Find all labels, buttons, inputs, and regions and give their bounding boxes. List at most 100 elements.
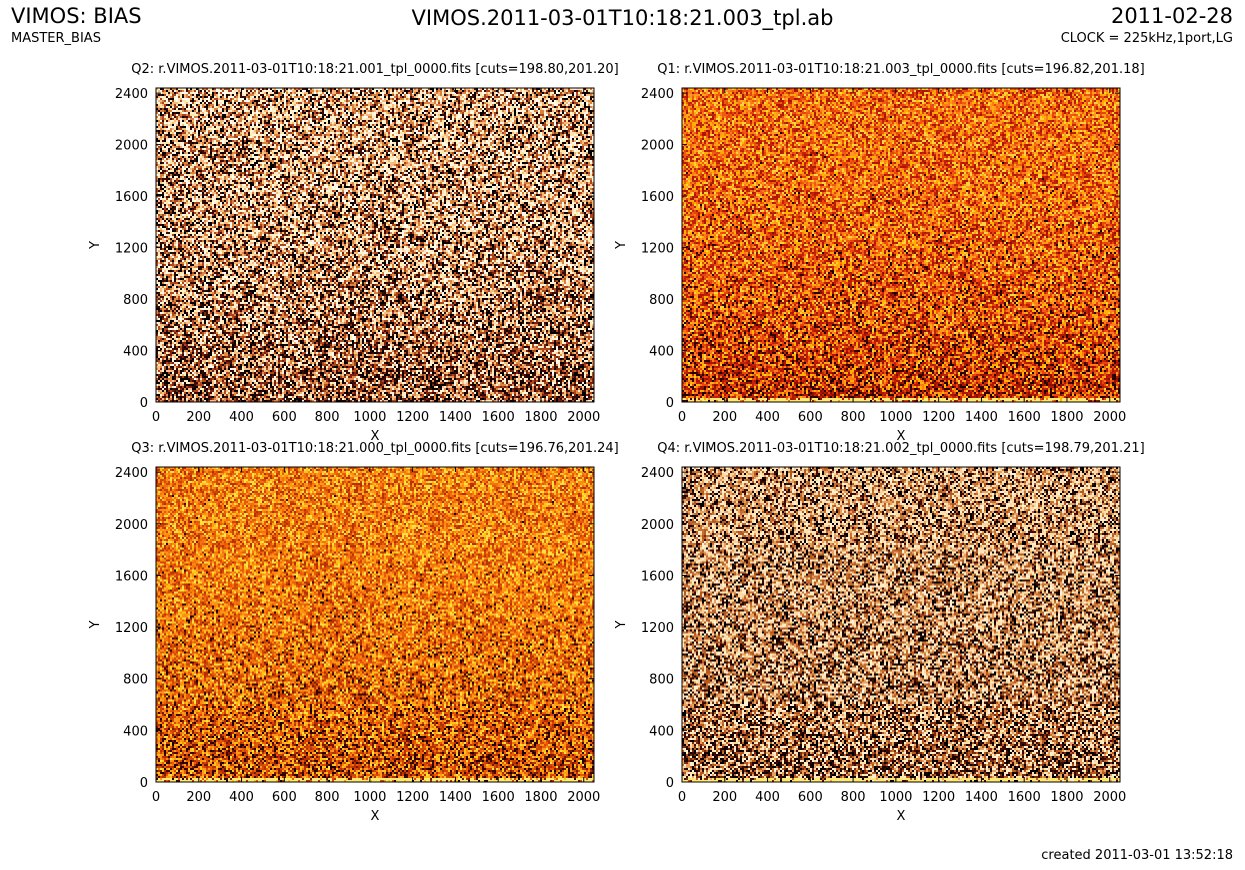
x-tick-label: 400 <box>755 410 780 425</box>
y-tick-label: 0 <box>140 396 148 411</box>
y-tick-label: 800 <box>123 673 148 688</box>
created-timestamp: created 2011-03-01 13:52:18 <box>1041 848 1233 863</box>
x-tick-label: 600 <box>798 790 823 805</box>
y-tick-label: 0 <box>140 776 148 791</box>
x-tick-label: 2000 <box>1093 410 1126 425</box>
x-tick-label: 0 <box>678 790 686 805</box>
heatmap-image <box>682 467 1120 782</box>
x-tick-label: 1200 <box>922 410 955 425</box>
chart-panel-3: 0 200 400 600 800 1000 1200 1400 1600 1800 2000 0 40… <box>88 441 619 824</box>
chart-title: Q4: r.VIMOS.2011-03-01T10:18:21.002_tpl_… <box>657 441 1144 456</box>
y-tick-label: 800 <box>649 673 674 688</box>
y-tick-label: 1600 <box>641 190 674 205</box>
file-name-title: VIMOS.2011-03-01T10:18:21.003_tpl.ab <box>411 6 834 30</box>
y-tick-label: 0 <box>666 776 674 791</box>
heatmap-image <box>156 467 594 782</box>
x-tick-label: 1600 <box>1008 410 1041 425</box>
x-tick-label: 1800 <box>1050 790 1083 805</box>
x-tick-label: 0 <box>152 790 160 805</box>
y-tick-label: 2000 <box>641 518 674 533</box>
chart-title: Q3: r.VIMOS.2011-03-01T10:18:21.000_tpl_… <box>131 441 618 456</box>
x-tick-label: 200 <box>712 410 737 425</box>
y-tick-label: 2400 <box>115 87 148 102</box>
x-tick-label: 1800 <box>524 790 557 805</box>
x-tick-label: 800 <box>841 410 866 425</box>
x-tick-label: 1000 <box>353 790 386 805</box>
x-tick-label: 800 <box>841 790 866 805</box>
y-tick-label: 800 <box>123 293 148 308</box>
y-tick-label: 800 <box>649 293 674 308</box>
report-title: VIMOS: BIAS <box>11 4 142 28</box>
y-tick-label: 2000 <box>641 139 674 154</box>
y-axis-label: Y <box>88 620 103 629</box>
chart-title: Q2: r.VIMOS.2011-03-01T10:18:21.001_tpl_… <box>131 62 618 77</box>
x-tick-label: 1600 <box>1008 790 1041 805</box>
x-tick-label: 0 <box>152 410 160 425</box>
y-tick-label: 400 <box>123 345 148 360</box>
x-tick-label: 600 <box>272 410 297 425</box>
x-tick-label: 1400 <box>439 790 472 805</box>
y-tick-label: 1600 <box>115 190 148 205</box>
y-tick-label: 1200 <box>115 621 148 636</box>
y-tick-label: 2400 <box>115 466 148 481</box>
y-tick-label: 1200 <box>641 242 674 257</box>
x-axis-label: X <box>371 429 380 444</box>
y-tick-label: 2400 <box>641 466 674 481</box>
x-tick-label: 1800 <box>1050 410 1083 425</box>
x-tick-label: 1200 <box>396 790 429 805</box>
heatmap-image <box>682 88 1120 402</box>
chart-panel-2: 0 200 400 600 800 1000 1200 1400 1600 1800 2000 0 40… <box>614 62 1145 444</box>
y-tick-label: 1600 <box>115 569 148 584</box>
x-tick-label: 400 <box>755 790 780 805</box>
x-tick-label: 200 <box>186 790 211 805</box>
x-tick-label: 1400 <box>965 410 998 425</box>
plot-frame <box>681 466 1121 783</box>
x-tick-label: 800 <box>315 790 340 805</box>
x-tick-label: 400 <box>229 790 254 805</box>
y-tick-label: 0 <box>666 396 674 411</box>
x-tick-label: 2000 <box>567 790 600 805</box>
y-tick-label: 1200 <box>641 621 674 636</box>
x-tick-label: 1000 <box>353 410 386 425</box>
plot-frame <box>681 87 1121 403</box>
x-tick-label: 1600 <box>482 790 515 805</box>
plot-frame <box>155 87 595 403</box>
y-axis-label: Y <box>88 241 103 250</box>
heatmap-image <box>156 88 594 402</box>
x-tick-label: 200 <box>712 790 737 805</box>
y-axis-label: Y <box>614 620 629 629</box>
y-tick-label: 2000 <box>115 139 148 154</box>
x-axis-label: X <box>897 429 906 444</box>
y-tick-label: 2400 <box>641 87 674 102</box>
x-tick-label: 1200 <box>396 410 429 425</box>
x-axis-label: X <box>371 809 380 824</box>
report-subtitle: MASTER_BIAS <box>11 31 101 46</box>
x-tick-label: 800 <box>315 410 340 425</box>
x-tick-label: 1000 <box>879 410 912 425</box>
chart-panel-4: 0 200 400 600 800 1000 1200 1400 1600 1800 2000 0 40… <box>614 441 1145 824</box>
y-tick-label: 400 <box>649 724 674 739</box>
x-tick-label: 2000 <box>567 410 600 425</box>
y-tick-label: 2000 <box>115 518 148 533</box>
x-tick-label: 2000 <box>1093 790 1126 805</box>
x-tick-label: 400 <box>229 410 254 425</box>
chart-title: Q1: r.VIMOS.2011-03-01T10:18:21.003_tpl_… <box>657 62 1144 77</box>
report-date: 2011-02-28 <box>1110 4 1233 28</box>
x-tick-label: 1400 <box>965 790 998 805</box>
x-tick-label: 1200 <box>922 790 955 805</box>
chart-panel-1: 0 200 400 600 800 1000 1200 1400 1600 1800 2000 0 40… <box>88 62 619 444</box>
y-tick-label: 1200 <box>115 242 148 257</box>
y-tick-label: 400 <box>123 724 148 739</box>
x-tick-label: 200 <box>186 410 211 425</box>
x-tick-label: 600 <box>798 410 823 425</box>
x-tick-label: 1800 <box>524 410 557 425</box>
plot-frame <box>155 466 595 783</box>
x-axis-label: X <box>897 809 906 824</box>
x-tick-label: 0 <box>678 410 686 425</box>
y-tick-label: 400 <box>649 345 674 360</box>
x-tick-label: 1000 <box>879 790 912 805</box>
clock-info: CLOCK = 225kHz,1port,LG <box>1060 31 1233 46</box>
x-tick-label: 600 <box>272 790 297 805</box>
y-tick-label: 1600 <box>641 569 674 584</box>
x-tick-label: 1600 <box>482 410 515 425</box>
